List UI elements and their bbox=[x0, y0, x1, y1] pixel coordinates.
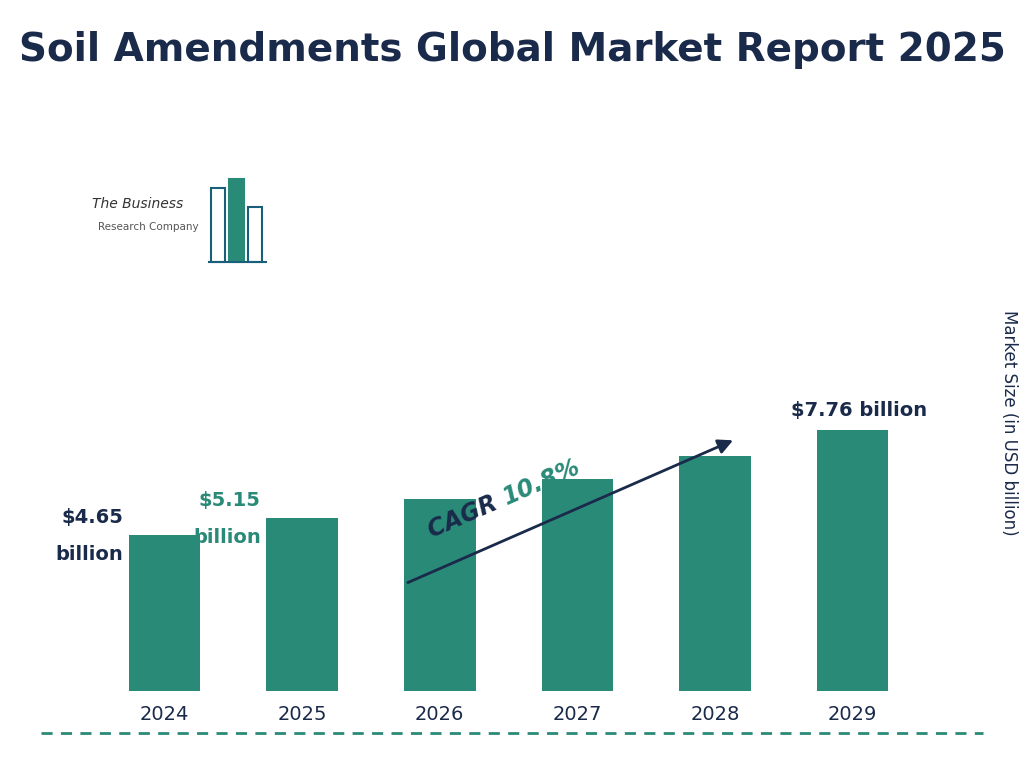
Bar bbox=[542, 478, 613, 691]
Bar bbox=[229, 179, 244, 262]
Text: Market Size (in USD billion): Market Size (in USD billion) bbox=[999, 310, 1018, 535]
Text: billion: billion bbox=[194, 528, 261, 548]
Text: 10.8%: 10.8% bbox=[499, 455, 584, 510]
Text: $5.15: $5.15 bbox=[199, 491, 261, 510]
Text: Research Company: Research Company bbox=[98, 222, 199, 233]
Bar bbox=[679, 455, 751, 691]
Text: CAGR: CAGR bbox=[424, 488, 509, 542]
Bar bbox=[129, 535, 201, 691]
Text: $7.76 billion: $7.76 billion bbox=[792, 402, 928, 420]
Text: $4.65: $4.65 bbox=[61, 508, 123, 527]
Text: Soil Amendments Global Market Report 2025: Soil Amendments Global Market Report 202… bbox=[18, 31, 1006, 68]
Text: The Business: The Business bbox=[92, 197, 183, 211]
Bar bbox=[403, 499, 475, 691]
Bar bbox=[248, 207, 262, 262]
Bar bbox=[211, 188, 225, 262]
Text: billion: billion bbox=[55, 545, 123, 564]
Bar bbox=[817, 431, 889, 691]
Bar bbox=[266, 518, 338, 691]
